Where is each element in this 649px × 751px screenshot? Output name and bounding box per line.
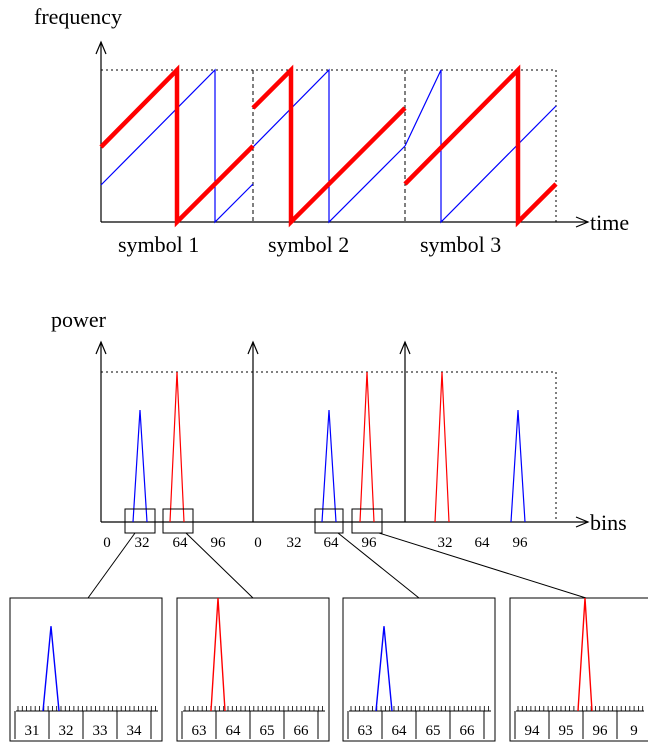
peak-symbol-2-blue (321, 409, 337, 523)
zoom-tick-label: 31 (25, 723, 40, 739)
connector-1 (87, 532, 136, 599)
time-axis-arrow (575, 216, 590, 228)
power-axis-label: power (51, 307, 107, 332)
symbol-label-3: symbol 3 (420, 232, 501, 257)
zoom-panels: 31 32 33 34 63 64 65 66 63 64 65 66 94 95 96 9 (9, 597, 648, 742)
zoom-peak-red (577, 597, 593, 712)
zoom-tick-label: 32 (59, 723, 74, 739)
zoom-tick-label: 65 (426, 723, 441, 739)
bin-tick-label: 64 (475, 535, 491, 551)
power-axis-1-arrow (95, 340, 107, 355)
connector-4 (378, 532, 587, 599)
bin-tick-label: 0 (254, 535, 262, 551)
zoom-box-3 (314, 508, 344, 534)
zoom-tick-label: 63 (192, 723, 207, 739)
frequency-axis-arrow (95, 40, 107, 55)
bins-axis-arrow (575, 516, 590, 528)
zoom-peak-blue (42, 626, 60, 712)
blue-chirp-symbol-1 (100, 68, 254, 224)
bin-tick-label: 32 (287, 535, 302, 551)
connector-2 (185, 532, 254, 599)
symbol-label-2: symbol 2 (268, 232, 349, 257)
red-chirp-symbol-1 (99, 64, 255, 228)
bin-tick-label: 32 (438, 535, 453, 551)
power-axis-3-arrow (399, 340, 411, 355)
bin-tick-label: 0 (103, 535, 111, 551)
zoom-box-2 (162, 508, 194, 534)
zoom-panel-1: 31 32 33 34 (9, 597, 163, 742)
frequency-axis-label: frequency (34, 4, 122, 29)
power-bins-chart: 0 32 64 96 0 32 64 96 32 64 96 power bin… (51, 307, 627, 551)
bin-tick-label: 64 (173, 535, 189, 551)
zoom-tick-label: 64 (392, 723, 408, 739)
bin-tick-label: 32 (135, 535, 150, 551)
zoom-tick-label: 66 (460, 723, 476, 739)
zoom-panel-frame (342, 597, 496, 742)
zoom-peak-red (210, 597, 226, 712)
bin-tick-label: 96 (513, 535, 529, 551)
connector-3 (337, 532, 420, 599)
zoom-tick-label: 9 (630, 723, 638, 739)
zoom-tick-label: 66 (294, 723, 310, 739)
zoom-panel-3: 63 64 65 66 (342, 597, 496, 742)
blue-chirp-symbol-3 (404, 69, 557, 224)
symbol-label-1: symbol 1 (118, 232, 199, 257)
peak-symbol-1-red (169, 371, 185, 523)
zoom-tick-label: 64 (226, 723, 242, 739)
frequency-time-chart: frequency time symbol 1 symbol 2 symbol … (34, 4, 629, 257)
peak-symbol-3-blue (510, 409, 526, 523)
power-axis-2-arrow (247, 340, 259, 355)
zoom-tick-label: 63 (358, 723, 373, 739)
zoom-tick-label: 65 (260, 723, 275, 739)
red-chirp-symbol-2 (251, 64, 407, 228)
zoom-connectors (87, 532, 587, 599)
blue-chirp-symbol-2 (252, 68, 406, 224)
zoom-peak-blue (375, 626, 393, 712)
zoom-tick-label: 94 (525, 723, 541, 739)
zoom-tick-label: 96 (593, 723, 609, 739)
bin-tick-label: 96 (211, 535, 227, 551)
bins-axis-label: bins (590, 510, 627, 535)
bin-tick-label: 64 (324, 535, 340, 551)
time-axis-label: time (590, 210, 629, 235)
peak-symbol-2-red (359, 371, 375, 523)
peak-symbol-1-blue (132, 409, 148, 523)
zoom-box-4 (351, 508, 383, 534)
peak-symbol-3-red (434, 371, 450, 523)
zoom-panel-frame (509, 597, 648, 742)
red-chirp-symbol-3 (403, 64, 558, 228)
zoom-panel-frame (176, 597, 330, 742)
zoom-panel-2: 63 64 65 66 (176, 597, 330, 742)
bin-tick-label: 96 (362, 535, 378, 551)
zoom-tick-label: 95 (559, 723, 574, 739)
zoom-panel-frame (9, 597, 163, 742)
zoom-panel-4: 94 95 96 9 (509, 597, 648, 742)
zoom-tick-label: 33 (93, 723, 108, 739)
zoom-box-1 (124, 508, 156, 534)
zoom-tick-label: 34 (127, 723, 143, 739)
